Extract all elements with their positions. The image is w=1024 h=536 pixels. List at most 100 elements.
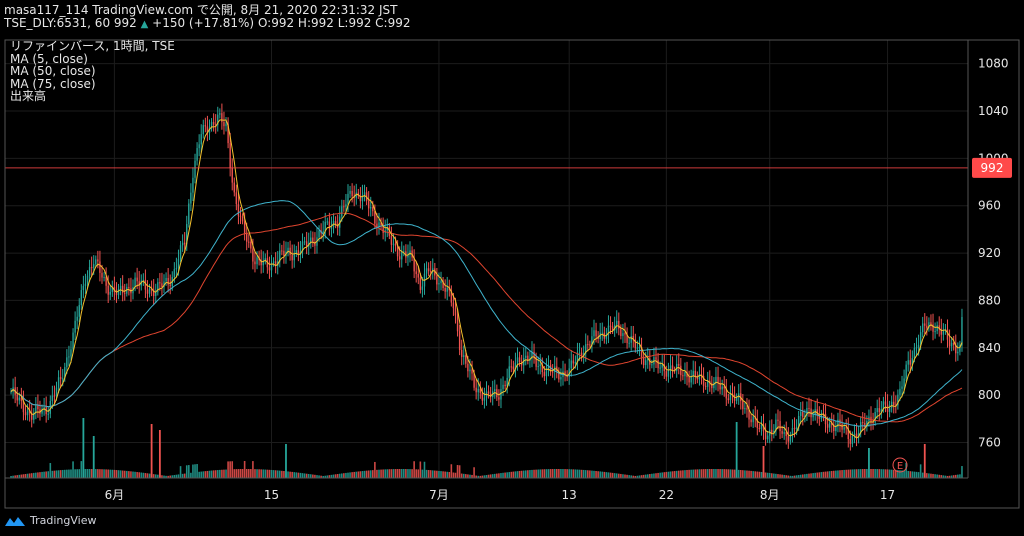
volume-bar <box>646 474 649 478</box>
volume-bar <box>363 470 366 478</box>
volume-bar <box>688 469 690 478</box>
candle-body <box>657 359 659 369</box>
volume-bar <box>10 476 12 478</box>
volume-bar <box>801 474 804 478</box>
volume-bar <box>268 469 271 478</box>
volume-bar <box>775 473 777 478</box>
volume-bar <box>630 475 633 478</box>
time-axis[interactable]: 6月 15 7月 13 22 8月 17 <box>105 488 896 502</box>
volume-bar <box>179 466 182 478</box>
volume-bar <box>861 469 864 478</box>
volume-bar <box>942 475 945 478</box>
volume-bar <box>452 472 455 478</box>
volume-bar <box>582 469 585 478</box>
candle-body <box>341 206 343 217</box>
volume-bar <box>262 469 265 478</box>
legend-ma5[interactable]: MA (5, close) <box>10 51 88 66</box>
candle-body <box>454 308 457 316</box>
volume-bar <box>808 473 810 478</box>
candle-body <box>568 368 570 378</box>
candle-body <box>909 360 911 365</box>
volume-bar <box>766 472 769 478</box>
volume-bar <box>909 471 912 478</box>
volume-bar <box>636 475 639 478</box>
earnings-event-marker[interactable]: E <box>892 457 908 473</box>
volume-bar <box>256 469 258 478</box>
candle-body <box>146 289 149 294</box>
candle-body <box>682 375 684 377</box>
candle-body <box>917 344 920 348</box>
legend-ma75[interactable]: MA (75, close) <box>10 76 96 91</box>
volume-bar <box>326 475 329 478</box>
candle-body <box>735 397 738 401</box>
volume-bar <box>347 472 349 478</box>
candle-body <box>878 408 880 413</box>
volume-bar <box>845 469 848 478</box>
volume-bar <box>471 474 473 478</box>
volume-bar <box>45 471 47 478</box>
candle-body <box>305 241 308 247</box>
volume-bar <box>806 473 808 478</box>
volume-bar <box>462 473 465 478</box>
volume-bar <box>899 470 901 478</box>
candle-body <box>862 422 864 424</box>
candle-body <box>124 292 126 294</box>
volume-bar <box>438 470 440 478</box>
candle-body <box>287 247 289 252</box>
volume-bar <box>787 475 790 478</box>
candle-body <box>148 288 151 294</box>
candle-body <box>347 193 349 205</box>
volume-bar <box>915 471 918 478</box>
candle-body <box>115 291 118 296</box>
legend-ma50[interactable]: MA (50, close) <box>10 64 96 78</box>
candle-body <box>512 366 515 370</box>
volume-bar <box>436 470 438 478</box>
candle-body <box>117 289 120 296</box>
x-tick-label: 17 <box>880 488 895 502</box>
candle-body <box>591 336 593 346</box>
volume-bar <box>285 444 287 478</box>
candle-body <box>502 384 504 390</box>
volume-bar <box>729 469 732 478</box>
candle-body <box>651 364 653 366</box>
candle-body <box>940 329 942 335</box>
price-axis[interactable]: 108010401000960920880840800760 <box>978 57 1009 450</box>
volume-bar <box>345 472 347 478</box>
x-tick-label: 6月 <box>105 488 125 502</box>
volume-bar <box>68 469 70 478</box>
candle-body <box>243 221 246 234</box>
volume-bar <box>696 469 699 478</box>
candle-body <box>157 282 159 293</box>
volume-bar <box>264 469 267 478</box>
candle-body <box>105 276 107 286</box>
tradingview-brand[interactable]: TradingView <box>4 514 96 527</box>
candle-body <box>661 364 663 368</box>
volume-bar <box>888 469 891 478</box>
volume-bar <box>434 470 436 478</box>
candle-body <box>789 435 792 442</box>
volume-bar <box>917 472 920 478</box>
volume-bar <box>762 446 765 478</box>
volume-bar <box>188 465 190 478</box>
candle-body <box>326 221 329 223</box>
candle-body <box>771 429 773 433</box>
candle-body <box>392 243 395 245</box>
volume-bar <box>698 469 701 478</box>
volume-bar <box>136 472 138 478</box>
candle-body <box>797 415 800 427</box>
candle-body <box>324 221 326 232</box>
volume-bar <box>458 465 461 478</box>
volume-bar <box>105 469 107 478</box>
volume-bar <box>644 474 647 478</box>
candle-body <box>847 428 849 439</box>
volume-bar <box>417 469 420 478</box>
legend-volume[interactable]: 出来高 <box>10 89 47 103</box>
candle-body <box>310 237 312 244</box>
volume-bar <box>839 470 841 478</box>
candle-body <box>504 384 506 387</box>
candle-body <box>53 395 56 397</box>
volume-bar <box>913 471 916 478</box>
volume-bar <box>450 464 453 478</box>
candle-body <box>419 277 422 290</box>
